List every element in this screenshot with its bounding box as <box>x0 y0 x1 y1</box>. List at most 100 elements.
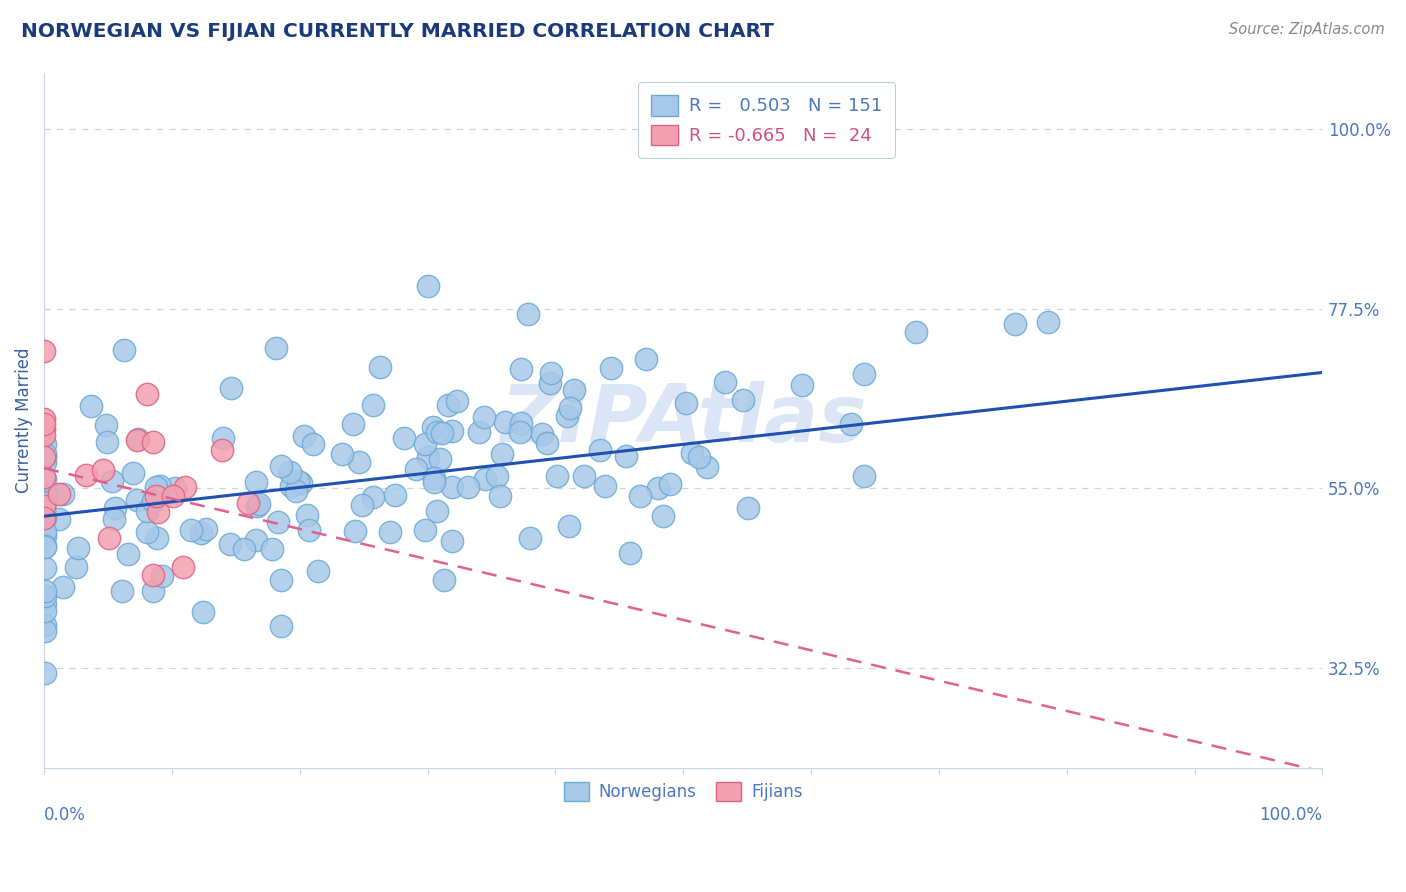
Point <box>302 437 325 451</box>
Point <box>574 468 596 483</box>
Point <box>564 384 586 398</box>
Point <box>307 564 329 578</box>
Point <box>349 455 371 469</box>
Point <box>142 567 165 582</box>
Point <box>651 509 673 524</box>
Point <box>350 498 373 512</box>
Point <box>839 417 862 432</box>
Point <box>285 484 308 499</box>
Point <box>145 480 167 494</box>
Point <box>531 426 554 441</box>
Point <box>75 468 97 483</box>
Point <box>34 665 56 680</box>
Point <box>111 583 134 598</box>
Point <box>853 469 876 483</box>
Point <box>191 605 214 619</box>
Point <box>681 446 703 460</box>
Point <box>127 493 149 508</box>
Point <box>112 343 135 357</box>
Point <box>405 462 427 476</box>
Point <box>467 425 489 440</box>
Point <box>509 425 531 439</box>
Text: 0.0%: 0.0% <box>44 805 86 824</box>
Point <box>540 366 562 380</box>
Point <box>413 437 436 451</box>
Point <box>66 541 89 555</box>
Point <box>136 387 159 401</box>
Point <box>34 618 56 632</box>
Point <box>121 466 143 480</box>
Point <box>34 590 56 604</box>
Point <box>675 396 697 410</box>
Point <box>264 341 287 355</box>
Point <box>659 477 682 491</box>
Point <box>267 515 290 529</box>
Point <box>48 511 70 525</box>
Point <box>295 508 318 522</box>
Point <box>34 486 56 500</box>
Text: 100.0%: 100.0% <box>1260 805 1323 824</box>
Point <box>262 542 284 557</box>
Point <box>32 422 55 436</box>
Point <box>162 489 184 503</box>
Point <box>280 479 302 493</box>
Point <box>245 533 267 548</box>
Point <box>34 540 56 554</box>
Point <box>422 419 444 434</box>
Point <box>32 450 55 464</box>
Legend: Norwegians, Fijians: Norwegians, Fijians <box>554 772 813 812</box>
Point <box>135 525 157 540</box>
Y-axis label: Currently Married: Currently Married <box>15 348 32 493</box>
Text: Source: ZipAtlas.com: Source: ZipAtlas.com <box>1229 22 1385 37</box>
Point <box>446 393 468 408</box>
Point <box>363 491 385 505</box>
Point <box>426 425 449 439</box>
Point <box>245 475 267 489</box>
Point <box>270 459 292 474</box>
Point <box>599 361 621 376</box>
Point <box>647 481 669 495</box>
Point <box>32 500 55 514</box>
Point <box>212 431 235 445</box>
Point <box>34 511 56 525</box>
Point <box>149 479 172 493</box>
Point <box>173 480 195 494</box>
Point <box>34 455 56 469</box>
Point <box>558 401 581 415</box>
Point <box>440 480 463 494</box>
Point <box>384 488 406 502</box>
Point <box>423 475 446 490</box>
Point <box>593 479 616 493</box>
Point <box>34 583 56 598</box>
Point <box>34 540 56 554</box>
Point <box>34 504 56 518</box>
Point <box>236 496 259 510</box>
Point <box>127 432 149 446</box>
Point <box>270 619 292 633</box>
Point <box>519 531 541 545</box>
Point <box>32 343 55 358</box>
Point <box>696 460 718 475</box>
Point <box>34 624 56 639</box>
Point <box>142 583 165 598</box>
Point <box>211 442 233 457</box>
Point <box>413 523 436 537</box>
Point <box>32 470 55 484</box>
Point <box>1004 317 1026 331</box>
Point <box>165 482 187 496</box>
Point <box>292 428 315 442</box>
Point <box>172 559 194 574</box>
Point <box>80 400 103 414</box>
Point <box>1038 315 1060 329</box>
Point <box>233 541 256 556</box>
Point <box>538 376 561 390</box>
Point <box>34 529 56 543</box>
Point <box>32 427 55 442</box>
Point <box>97 531 120 545</box>
Point <box>790 378 813 392</box>
Point <box>91 463 114 477</box>
Point <box>125 433 148 447</box>
Point <box>494 415 516 429</box>
Point <box>145 489 167 503</box>
Point <box>101 475 124 489</box>
